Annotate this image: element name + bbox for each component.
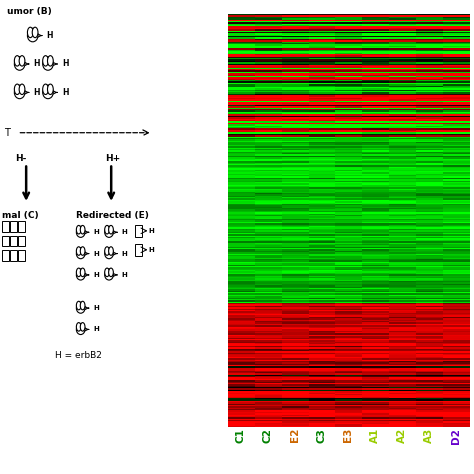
Ellipse shape <box>105 226 109 234</box>
Ellipse shape <box>109 247 113 255</box>
Text: H: H <box>149 247 155 253</box>
Ellipse shape <box>109 226 113 234</box>
Text: H-: H- <box>15 154 27 163</box>
Text: H: H <box>34 60 40 68</box>
FancyBboxPatch shape <box>2 221 9 232</box>
FancyBboxPatch shape <box>2 250 9 261</box>
Ellipse shape <box>47 55 53 66</box>
Ellipse shape <box>77 269 84 278</box>
Text: H: H <box>93 229 99 235</box>
Text: H: H <box>62 60 68 68</box>
Ellipse shape <box>43 57 53 68</box>
Ellipse shape <box>27 29 38 42</box>
Text: T: T <box>4 128 10 138</box>
Text: H: H <box>93 327 99 332</box>
Text: H+: H+ <box>105 154 120 163</box>
Ellipse shape <box>105 248 113 259</box>
Ellipse shape <box>47 84 53 94</box>
FancyBboxPatch shape <box>18 221 25 232</box>
FancyBboxPatch shape <box>10 250 17 261</box>
Text: H: H <box>149 228 155 234</box>
Ellipse shape <box>28 28 37 40</box>
Ellipse shape <box>14 58 25 70</box>
FancyBboxPatch shape <box>10 221 17 232</box>
Ellipse shape <box>15 57 25 68</box>
Ellipse shape <box>76 227 85 237</box>
Text: H: H <box>122 229 128 235</box>
FancyBboxPatch shape <box>18 236 25 246</box>
Text: H: H <box>93 305 99 311</box>
Ellipse shape <box>43 55 48 66</box>
Ellipse shape <box>77 302 84 311</box>
Ellipse shape <box>76 324 85 335</box>
Ellipse shape <box>80 323 85 331</box>
Ellipse shape <box>76 268 81 277</box>
Ellipse shape <box>105 270 113 280</box>
Ellipse shape <box>15 85 25 97</box>
Ellipse shape <box>14 55 20 66</box>
Text: H: H <box>93 251 99 256</box>
Text: H: H <box>122 272 128 278</box>
Ellipse shape <box>76 323 81 331</box>
Ellipse shape <box>109 268 113 277</box>
Text: H: H <box>122 251 128 256</box>
Ellipse shape <box>80 301 85 310</box>
Ellipse shape <box>27 27 33 37</box>
Ellipse shape <box>77 247 84 257</box>
Ellipse shape <box>76 301 81 310</box>
Ellipse shape <box>43 84 48 94</box>
Text: H: H <box>34 88 40 97</box>
Ellipse shape <box>105 247 113 257</box>
Text: mal (C): mal (C) <box>2 211 39 220</box>
Text: umor (B): umor (B) <box>7 7 51 16</box>
Ellipse shape <box>76 248 85 259</box>
Ellipse shape <box>14 86 25 99</box>
Ellipse shape <box>43 58 53 70</box>
Ellipse shape <box>105 269 113 278</box>
FancyBboxPatch shape <box>10 236 17 246</box>
Ellipse shape <box>19 55 25 66</box>
Ellipse shape <box>80 226 85 234</box>
Ellipse shape <box>105 268 109 277</box>
Ellipse shape <box>77 323 84 333</box>
Text: H: H <box>46 31 53 40</box>
Ellipse shape <box>32 27 38 37</box>
Ellipse shape <box>80 247 85 255</box>
Ellipse shape <box>105 247 109 255</box>
FancyBboxPatch shape <box>2 236 9 246</box>
Ellipse shape <box>105 226 113 236</box>
Ellipse shape <box>76 270 85 280</box>
Ellipse shape <box>43 85 53 97</box>
Ellipse shape <box>14 84 20 94</box>
Ellipse shape <box>77 226 84 236</box>
Text: H = erbB2: H = erbB2 <box>55 351 101 360</box>
Ellipse shape <box>76 247 81 255</box>
Text: Redirected (E): Redirected (E) <box>76 211 149 220</box>
FancyBboxPatch shape <box>135 225 142 237</box>
FancyBboxPatch shape <box>135 244 142 256</box>
Text: H: H <box>93 272 99 278</box>
Ellipse shape <box>43 86 53 99</box>
Ellipse shape <box>76 226 81 234</box>
Ellipse shape <box>76 303 85 313</box>
Ellipse shape <box>80 268 85 277</box>
Ellipse shape <box>105 227 113 237</box>
Text: H: H <box>62 88 68 97</box>
FancyBboxPatch shape <box>18 250 25 261</box>
Ellipse shape <box>19 84 25 94</box>
